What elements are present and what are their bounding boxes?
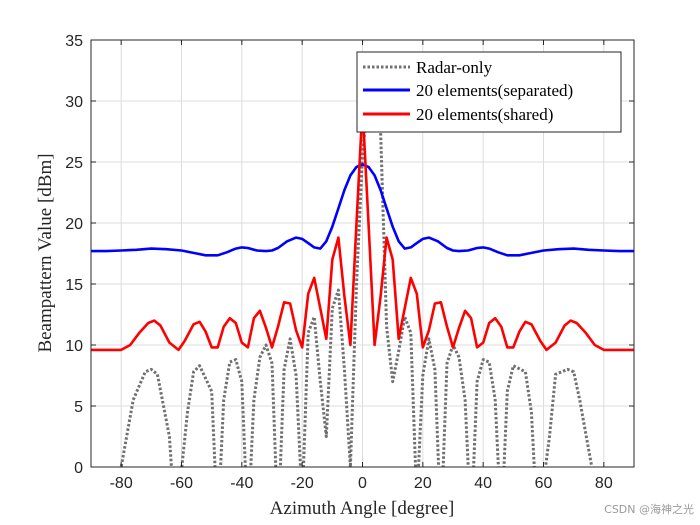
x-tick-label: 40 — [474, 475, 492, 492]
legend-label-separated: 20 elements(separated) — [416, 81, 573, 100]
y-tick-label: 15 — [65, 277, 83, 294]
x-tick-label: 0 — [358, 475, 367, 492]
axis-ticks: -80 -60 -40 -20 0 20 40 60 80 0 5 10 15 20 25 30 35 — [65, 33, 634, 492]
legend-box — [356, 51, 622, 133]
y-tick-label: 25 — [65, 155, 83, 172]
x-tick-label: 60 — [535, 475, 553, 492]
series-line-radar-only — [119, 81, 594, 467]
y-tick-label: 10 — [65, 338, 83, 355]
y-tick-label: 5 — [74, 399, 83, 416]
legend-label-radar-only: Radar-only — [416, 58, 493, 77]
watermark-text: CSDN @海神之光 — [604, 502, 694, 516]
y-tick-label: 35 — [65, 33, 83, 50]
x-tick-label: -20 — [291, 475, 314, 492]
x-tick-label: -40 — [230, 475, 253, 492]
x-tick-label: -80 — [110, 475, 133, 492]
y-tick-label: 30 — [65, 94, 83, 111]
legend: Radar-only 20 elements(separated) 20 ele… — [356, 51, 622, 133]
x-tick-label: -60 — [170, 475, 193, 492]
legend-label-shared: 20 elements(shared) — [416, 105, 553, 124]
x-tick-label: 20 — [414, 475, 432, 492]
x-tick-label: 80 — [595, 475, 613, 492]
y-axis-label: Beampattern Value [dBm] — [35, 153, 56, 352]
x-axis-label: Azimuth Angle [degree] — [270, 498, 455, 519]
y-tick-label: 20 — [65, 216, 83, 233]
series-line-separated — [91, 163, 634, 257]
y-tick-label: 0 — [74, 460, 83, 477]
